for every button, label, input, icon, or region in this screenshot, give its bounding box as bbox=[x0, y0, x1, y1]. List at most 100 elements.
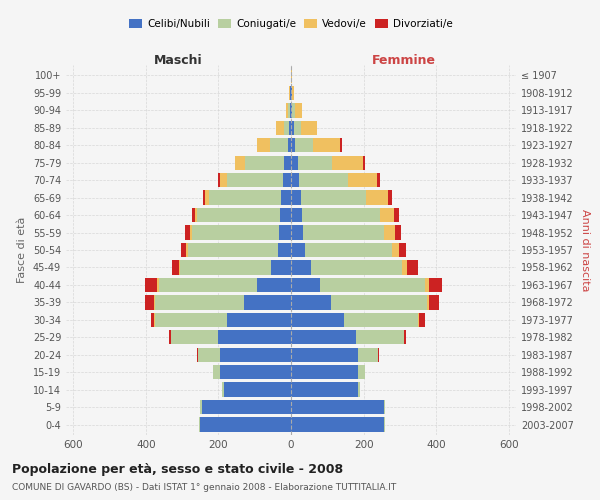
Bar bbox=[185, 226, 190, 239]
Bar bbox=[407, 260, 418, 274]
Bar bbox=[200, 418, 291, 432]
Bar bbox=[290, 86, 291, 100]
Bar bbox=[227, 312, 291, 327]
Bar bbox=[197, 208, 280, 222]
Text: Popolazione per età, sesso e stato civile - 2008: Popolazione per età, sesso e stato civil… bbox=[12, 462, 343, 475]
Bar bbox=[145, 278, 157, 292]
Bar bbox=[291, 295, 331, 310]
Bar bbox=[227, 173, 283, 188]
Bar bbox=[332, 156, 363, 170]
Y-axis label: Fasce di età: Fasce di età bbox=[17, 217, 27, 283]
Bar bbox=[199, 418, 200, 432]
Bar bbox=[291, 243, 305, 257]
Bar bbox=[280, 226, 291, 239]
Bar bbox=[284, 120, 289, 135]
Bar bbox=[404, 330, 406, 344]
Bar bbox=[158, 278, 257, 292]
Bar bbox=[170, 330, 171, 344]
Bar bbox=[429, 295, 439, 310]
Bar bbox=[305, 243, 392, 257]
Bar bbox=[313, 138, 340, 152]
Bar bbox=[301, 120, 317, 135]
Bar bbox=[213, 365, 220, 380]
Legend: Celibi/Nubili, Coniugati/e, Vedovi/e, Divorziati/e: Celibi/Nubili, Coniugati/e, Vedovi/e, Di… bbox=[125, 14, 457, 34]
Text: COMUNE DI GAVARDO (BS) - Dati ISTAT 1° gennaio 2008 - Elaborazione TUTTITALIA.IT: COMUNE DI GAVARDO (BS) - Dati ISTAT 1° g… bbox=[12, 484, 396, 492]
Bar bbox=[399, 243, 406, 257]
Bar bbox=[289, 86, 290, 100]
Bar bbox=[291, 103, 292, 118]
Bar bbox=[292, 103, 295, 118]
Bar bbox=[187, 243, 188, 257]
Bar bbox=[278, 243, 291, 257]
Bar bbox=[392, 243, 399, 257]
Bar bbox=[331, 295, 427, 310]
Bar bbox=[283, 173, 291, 188]
Bar bbox=[299, 173, 348, 188]
Bar bbox=[245, 156, 284, 170]
Bar bbox=[218, 330, 291, 344]
Bar bbox=[244, 295, 291, 310]
Bar bbox=[384, 226, 395, 239]
Bar bbox=[291, 260, 311, 274]
Bar bbox=[197, 348, 198, 362]
Bar bbox=[291, 68, 292, 82]
Bar bbox=[202, 400, 291, 414]
Bar bbox=[295, 138, 313, 152]
Bar bbox=[302, 226, 384, 239]
Text: Femmine: Femmine bbox=[371, 54, 436, 66]
Bar bbox=[288, 138, 291, 152]
Bar bbox=[192, 226, 280, 239]
Bar bbox=[358, 382, 360, 397]
Bar bbox=[291, 330, 356, 344]
Bar bbox=[195, 208, 197, 222]
Bar bbox=[363, 156, 365, 170]
Bar bbox=[291, 120, 294, 135]
Bar bbox=[209, 190, 281, 205]
Bar bbox=[151, 312, 154, 327]
Text: Maschi: Maschi bbox=[154, 54, 203, 66]
Bar bbox=[220, 365, 291, 380]
Bar bbox=[154, 312, 155, 327]
Bar bbox=[257, 138, 270, 152]
Bar bbox=[145, 295, 154, 310]
Bar bbox=[301, 190, 367, 205]
Bar bbox=[294, 120, 301, 135]
Bar bbox=[179, 260, 181, 274]
Bar bbox=[277, 120, 284, 135]
Bar bbox=[311, 260, 401, 274]
Bar bbox=[200, 400, 202, 414]
Bar bbox=[291, 418, 383, 432]
Bar bbox=[340, 138, 342, 152]
Bar bbox=[358, 365, 365, 380]
Bar bbox=[222, 382, 224, 397]
Bar bbox=[292, 86, 294, 100]
Bar bbox=[425, 278, 429, 292]
Bar bbox=[169, 330, 170, 344]
Bar bbox=[220, 348, 291, 362]
Bar bbox=[291, 173, 299, 188]
Bar bbox=[205, 190, 209, 205]
Bar bbox=[380, 208, 394, 222]
Bar bbox=[280, 208, 291, 222]
Bar bbox=[199, 348, 220, 362]
Bar bbox=[181, 260, 271, 274]
Bar bbox=[291, 400, 383, 414]
Bar bbox=[157, 278, 158, 292]
Bar bbox=[291, 156, 298, 170]
Bar bbox=[377, 173, 380, 188]
Bar bbox=[291, 312, 344, 327]
Bar bbox=[257, 278, 291, 292]
Bar bbox=[291, 278, 320, 292]
Bar bbox=[394, 208, 399, 222]
Bar bbox=[171, 330, 218, 344]
Bar bbox=[358, 348, 378, 362]
Bar bbox=[291, 226, 302, 239]
Bar bbox=[388, 190, 392, 205]
Bar bbox=[427, 295, 429, 310]
Bar bbox=[291, 86, 292, 100]
Bar bbox=[356, 330, 404, 344]
Bar bbox=[429, 278, 442, 292]
Bar bbox=[220, 173, 227, 188]
Bar bbox=[291, 382, 358, 397]
Bar bbox=[348, 173, 377, 188]
